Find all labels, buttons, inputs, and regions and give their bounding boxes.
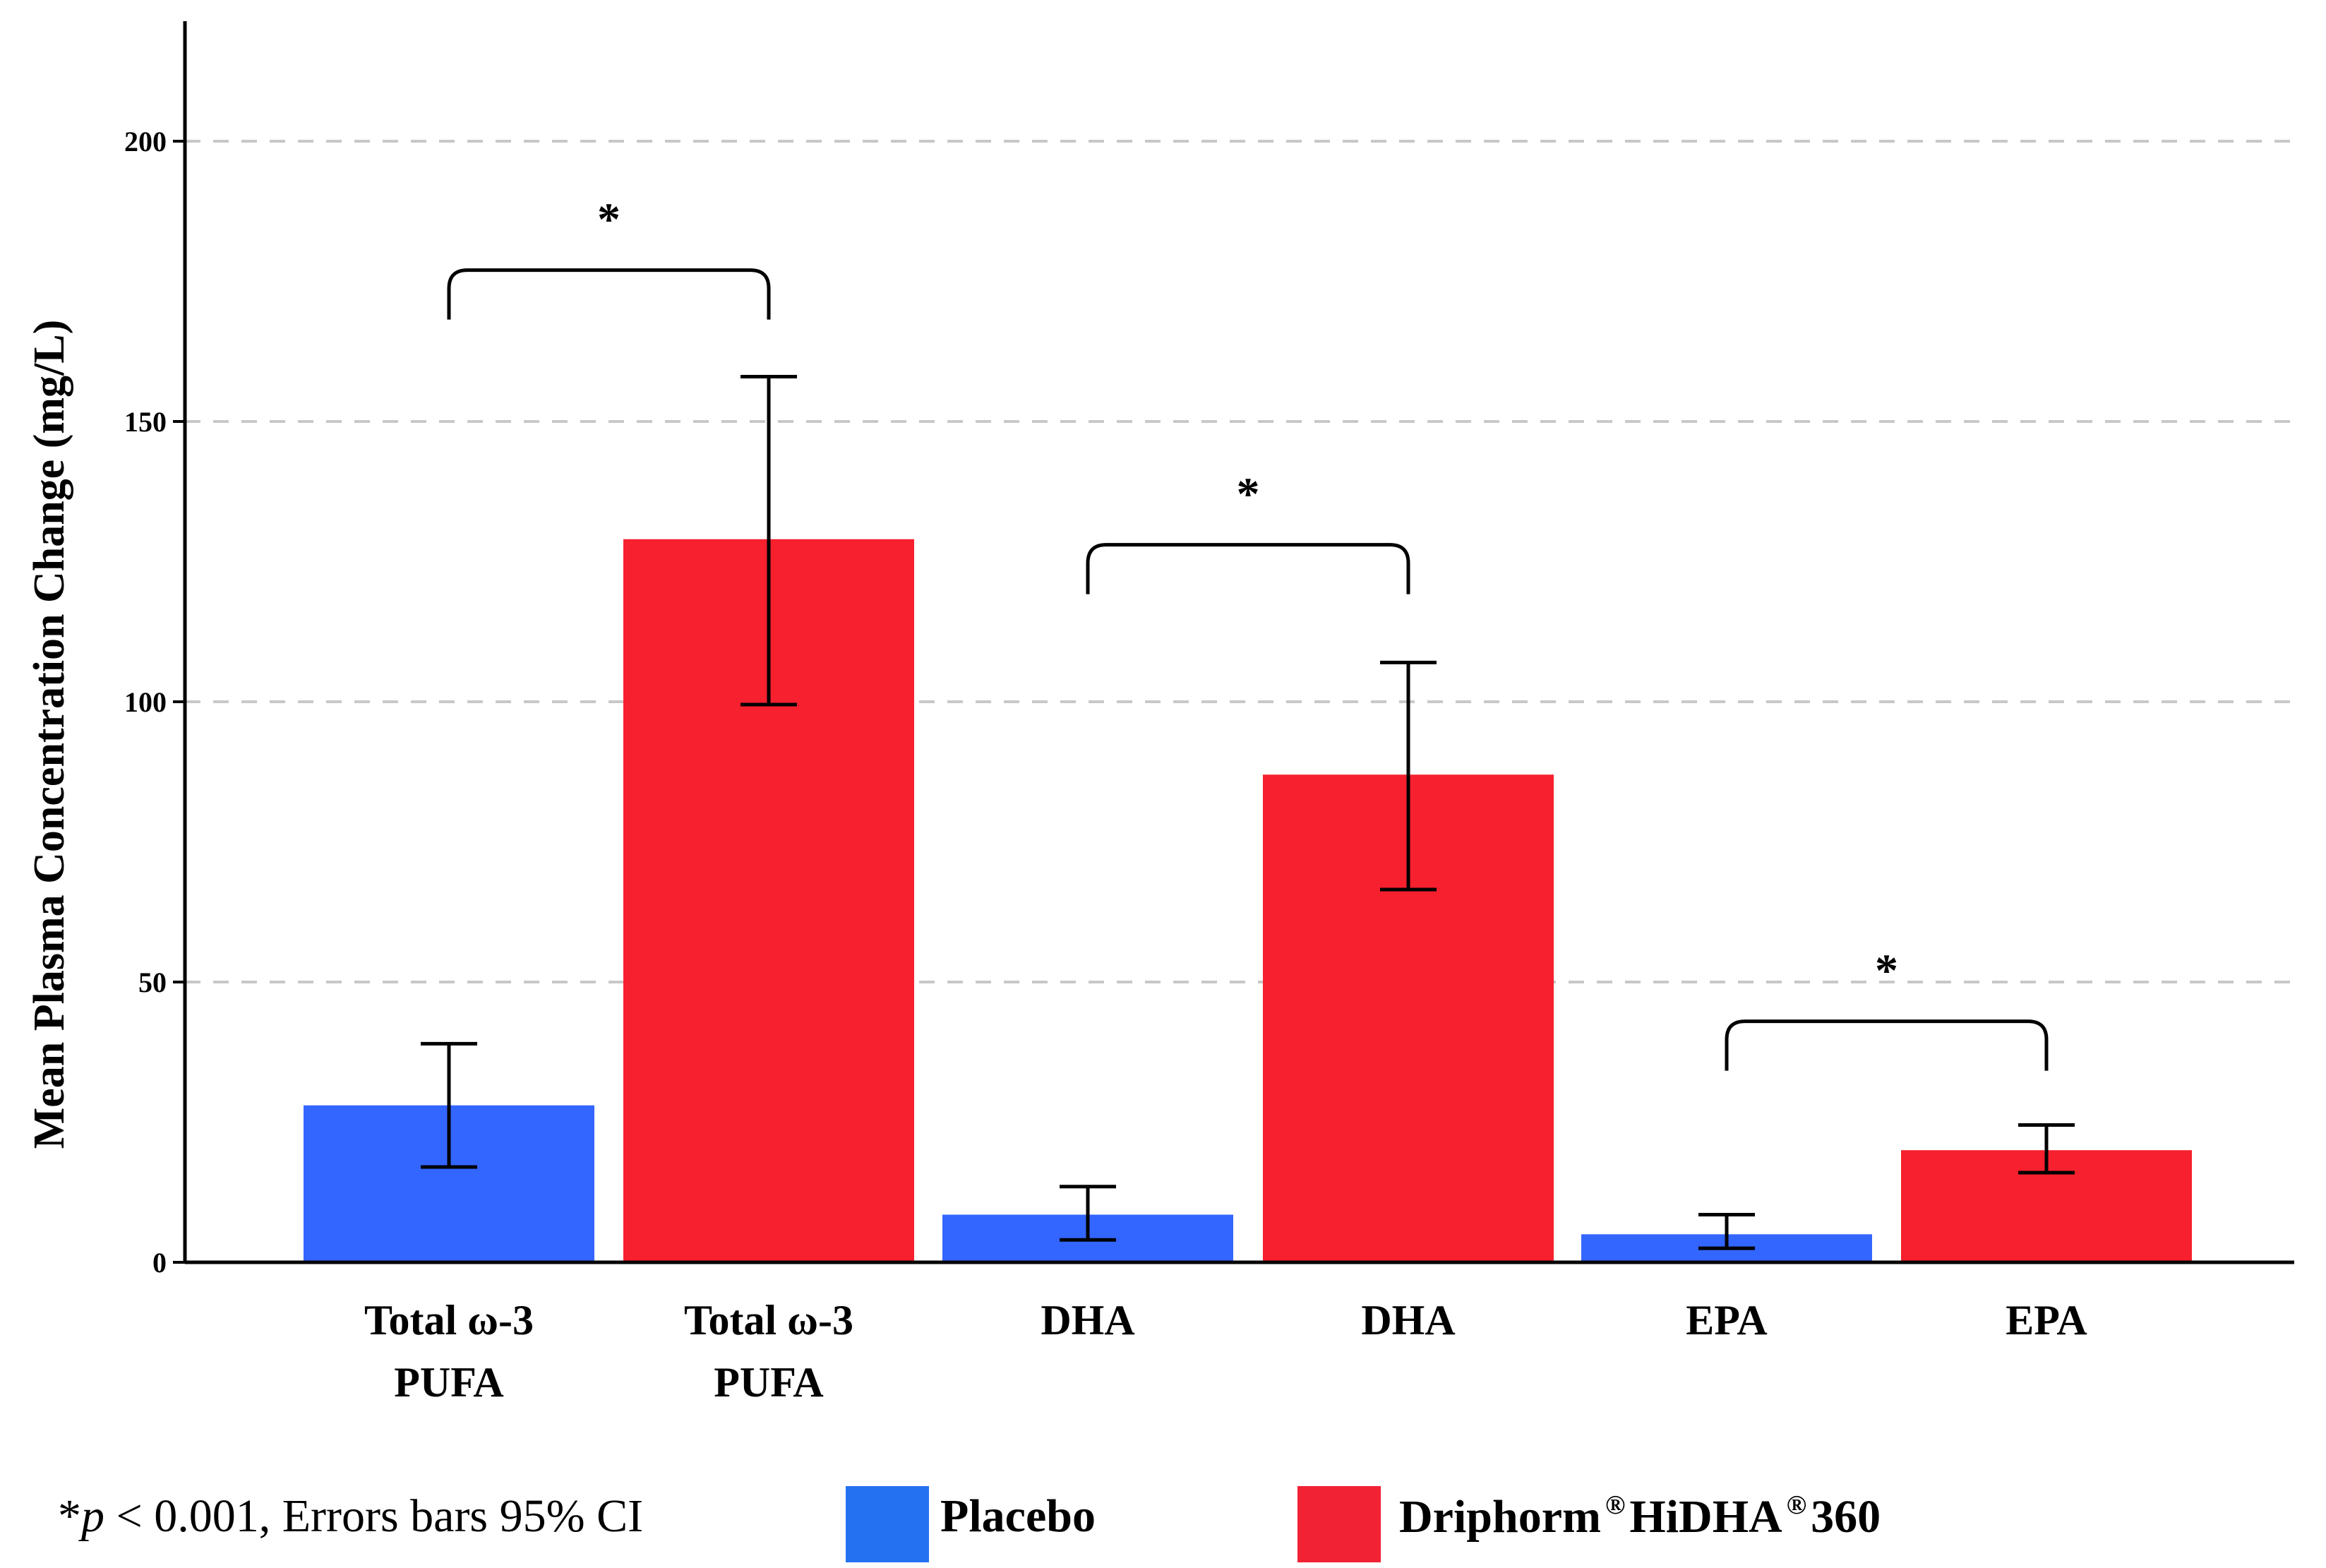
note-p: p (81, 1490, 104, 1542)
y-tick-label: 100 (124, 686, 167, 718)
category-label: DHA (1041, 1297, 1134, 1343)
category-label: DHA (1361, 1297, 1455, 1343)
y-axis-ticks: 0 50 100 150 200 (124, 126, 185, 1279)
category-label: EPA (1686, 1297, 1768, 1343)
significance-star: * (1875, 945, 1898, 997)
significance-bracket (1725, 1019, 2049, 1071)
registered-mark-2: ® (1786, 1490, 1807, 1520)
bars (304, 539, 2192, 1262)
registered-mark-1: ® (1605, 1490, 1626, 1520)
category-label: Total ω-3 (684, 1297, 853, 1343)
legend-swatch-placebo (846, 1486, 929, 1562)
legend-label-active: Driphorm ®HiDHA ®360 (1399, 1490, 1881, 1544)
y-tick-label: 50 (138, 966, 167, 998)
active-label-1: Driphorm (1399, 1491, 1601, 1543)
category-labels: Total ω-3 PUFA Total ω-3 PUFA DHA DHA EPA EPA (364, 1297, 2087, 1406)
y-axis-label: Mean Plasma Concentration Change (mg/L) (25, 320, 73, 1149)
significance-bracket (447, 268, 771, 320)
note-text: < 0.001, Errors bars 95% CI (104, 1490, 644, 1542)
significance-bracket (1086, 543, 1410, 594)
legend-swatch-active (1297, 1486, 1381, 1562)
significance-note: *p < 0.001, Errors bars 95% CI (58, 1490, 643, 1543)
y-tick-label: 0 (152, 1247, 167, 1279)
y-tick-label: 150 (124, 406, 167, 438)
bar-chart: 0 50 100 150 200 * * * Total ω-3 PUFA Total ω-3 P… (25, 21, 2294, 1406)
category-label: Total ω-3 (364, 1297, 534, 1343)
error-bars (421, 374, 2075, 1250)
active-label-2: HiDHA (1629, 1491, 1782, 1543)
significance-star: * (597, 194, 621, 246)
y-tick-label: 200 (124, 126, 167, 157)
category-label: EPA (2006, 1297, 2087, 1343)
significance-brackets: * * * (447, 194, 2049, 1071)
gridlines (185, 140, 2294, 983)
category-label: PUFA (394, 1359, 504, 1406)
significance-star: * (1237, 469, 1260, 520)
active-label-3: 360 (1811, 1491, 1881, 1543)
note-star: * (58, 1490, 81, 1542)
legend-label-placebo: Placebo (940, 1490, 1096, 1542)
category-label: PUFA (714, 1359, 824, 1406)
